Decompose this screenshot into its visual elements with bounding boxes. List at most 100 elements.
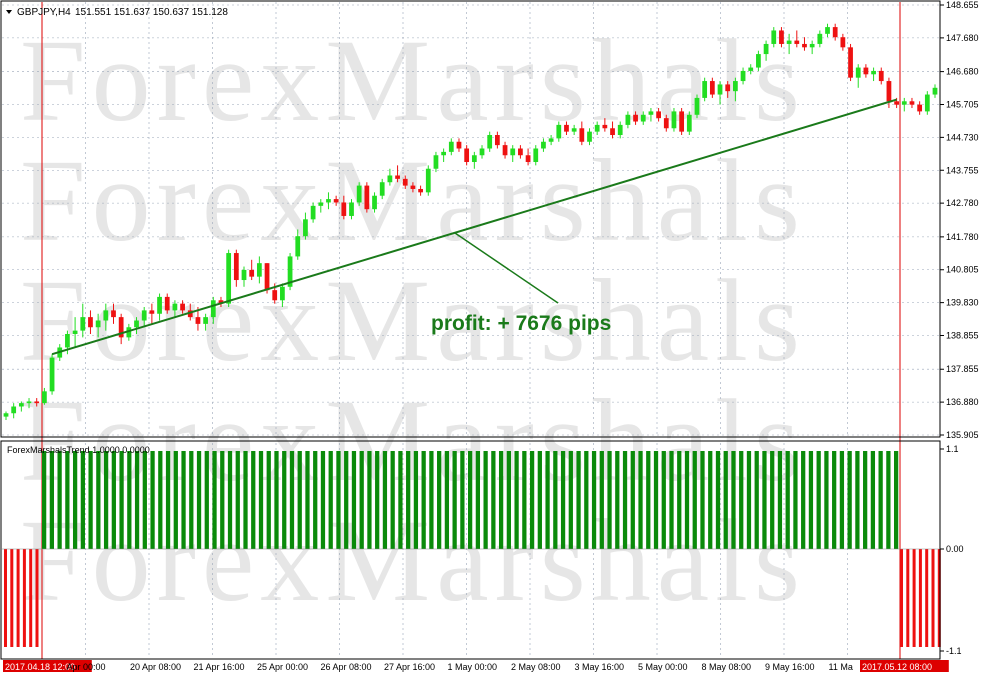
- histogram-bar-up: [638, 451, 643, 549]
- histogram-bar-up: [708, 451, 713, 549]
- histogram-bar-up: [57, 451, 62, 549]
- candle-bear: [909, 101, 915, 105]
- candle-bear: [34, 401, 40, 404]
- histogram-bar-up: [359, 451, 364, 549]
- candle-bull: [172, 303, 178, 311]
- candle-bear: [917, 104, 923, 112]
- candle-bear: [333, 199, 339, 203]
- histogram-bar-down: [937, 549, 941, 647]
- histogram-bar-up: [529, 451, 535, 549]
- candle-bear: [802, 43, 807, 48]
- time-label: 11 Ma: [829, 662, 853, 672]
- time-label-highlight: [3, 660, 92, 672]
- candle-bear: [878, 70, 884, 82]
- histogram-bar-up: [437, 451, 442, 549]
- histogram-bar-up: [96, 451, 101, 549]
- price-label: 144.730: [946, 132, 979, 142]
- histogram-bar-up: [568, 451, 573, 549]
- candle-bull: [349, 202, 354, 216]
- candle-bull: [65, 333, 70, 348]
- candle-bear: [886, 81, 892, 102]
- profit-annotation: profit: + 7676 pips: [431, 312, 611, 335]
- candle-bear: [564, 124, 569, 132]
- candle-bear: [218, 300, 224, 304]
- histogram-bar-up: [398, 451, 403, 549]
- chevron-down-icon[interactable]: [6, 10, 12, 14]
- histogram-bar-up: [80, 451, 85, 549]
- histogram-bar-up: [777, 451, 783, 549]
- candle-bear: [272, 290, 278, 301]
- candle-bull: [686, 114, 692, 132]
- histogram-bar-up: [615, 451, 620, 549]
- candle-bear: [779, 30, 784, 44]
- candle-bull: [587, 131, 592, 142]
- histogram-bar-up: [762, 451, 767, 549]
- candle-bear: [180, 303, 185, 311]
- candle-bull: [809, 43, 815, 48]
- candle-bear: [494, 135, 500, 146]
- candle-bull: [825, 27, 830, 34]
- histogram-bar-up: [894, 451, 899, 549]
- histogram-bar-up: [684, 451, 690, 549]
- histogram-bar-up: [886, 451, 891, 549]
- candle-bear: [725, 84, 731, 92]
- histogram-bar-up: [677, 451, 682, 549]
- histogram-bar-up: [801, 451, 806, 549]
- candle-bull: [548, 138, 554, 142]
- histogram-bar-up: [498, 451, 504, 549]
- histogram-bar-up: [816, 451, 821, 549]
- trendline: [51, 98, 897, 356]
- histogram-bar-up: [344, 451, 349, 549]
- histogram-bar-up: [297, 451, 302, 549]
- candle-bull: [748, 67, 754, 71]
- watermark-text: ForexMarshals: [20, 15, 806, 146]
- time-label: Apr 00:00: [67, 662, 106, 672]
- candle-bear: [395, 175, 400, 179]
- histogram-bar-up: [584, 451, 589, 549]
- candle-bull: [625, 114, 631, 125]
- candle-bull: [433, 155, 439, 169]
- time-label: 2017.04.18 12:00: [5, 662, 75, 672]
- time-label: 25 Apr 00:00: [257, 662, 308, 672]
- candle-bull: [556, 124, 562, 139]
- candles: [3, 23, 938, 420]
- candle-bear: [663, 118, 669, 129]
- histogram-bar-up: [870, 451, 876, 549]
- candle-bear: [402, 178, 408, 186]
- histogram-bar-down: [906, 549, 910, 647]
- histogram-bar-down: [925, 549, 929, 647]
- candle-bull: [425, 168, 431, 193]
- candle-bull: [26, 401, 32, 404]
- candle-bull: [287, 256, 293, 287]
- histogram-bar-up: [576, 451, 581, 549]
- candle-bear: [364, 185, 370, 210]
- candle-bull: [932, 87, 938, 95]
- price-label: 136.880: [946, 397, 979, 407]
- candle-bull: [318, 202, 324, 206]
- histogram-bar-up: [227, 451, 233, 549]
- histogram-bar-up: [119, 451, 124, 549]
- price-label: 137.855: [946, 364, 979, 374]
- candle-bear: [610, 128, 615, 136]
- candle-bull: [134, 320, 139, 328]
- price-label: 135.905: [946, 430, 979, 440]
- candle-bull: [441, 151, 447, 156]
- histogram-bar-up: [235, 451, 240, 549]
- histogram-bar-up: [770, 451, 775, 549]
- grid-layer: [2, 2, 939, 658]
- histogram-bar-up: [181, 451, 186, 549]
- histogram-bar-up: [863, 451, 868, 549]
- candle-bear: [341, 202, 347, 216]
- histogram-bar-up: [49, 451, 55, 549]
- candle-bull: [694, 97, 700, 115]
- candle-bull: [924, 94, 930, 112]
- candle-bear: [579, 128, 585, 142]
- candle-bear: [195, 317, 201, 324]
- candle-bear: [848, 47, 853, 78]
- candle-bull: [42, 391, 47, 404]
- histogram-bar-up: [537, 451, 542, 549]
- candle-bull: [448, 141, 454, 152]
- ohlc-values: 151.551 151.637 150.637 151.128: [75, 7, 228, 18]
- histogram-bar-up: [220, 451, 225, 549]
